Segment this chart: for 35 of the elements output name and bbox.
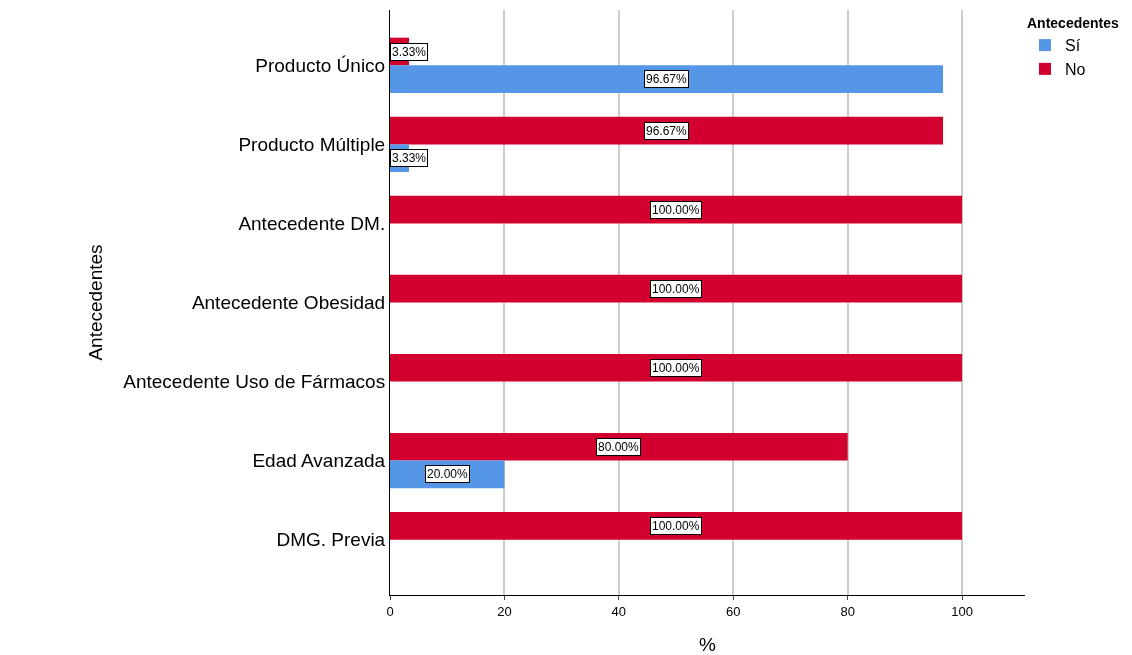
y-tick-label: DMG. Previa [276,529,386,551]
data-label: 100.00% [652,361,700,375]
y-tick-label: Producto Múltiple [238,134,386,156]
x-tick-label: 20 [497,603,512,619]
x-tick-label: 100 [951,603,973,619]
bar [390,195,963,224]
bar [390,432,848,461]
y-tick-label: Antecedente Obesidad [191,292,386,314]
x-tick-label: 0 [386,603,394,619]
y-tick-label: Edad Avanzada [252,450,386,472]
data-label: 100.00% [652,519,700,533]
x-tick-label: 80 [840,603,855,619]
bar [390,116,944,145]
y-tick-label: Producto Único [255,54,386,76]
x-tick-label: 60 [726,603,741,619]
data-label: 100.00% [652,203,700,217]
legend-label: Sí [1065,37,1081,55]
y-tick-label: Antecedente Uso de Fármacos [123,371,386,393]
x-axis-title: % [699,634,717,655]
data-label: 20.00% [427,467,469,481]
bar [390,353,963,382]
data-label: 100.00% [652,282,700,296]
data-label: 80.00% [598,440,640,454]
data-label: 96.67% [646,72,688,86]
x-tick-label: 40 [611,603,627,619]
bar [390,65,944,94]
bar [390,274,963,303]
bar [390,511,963,540]
data-label: 96.67% [646,124,688,138]
legend-title: Antecedentes [1027,15,1120,32]
y-tick-label: Antecedente DM. [238,213,386,235]
y-axis-title: Antecedentes [85,244,107,361]
data-label: 3.33% [392,45,427,59]
legend-label: No [1065,61,1086,79]
data-label: 3.33% [392,151,427,165]
